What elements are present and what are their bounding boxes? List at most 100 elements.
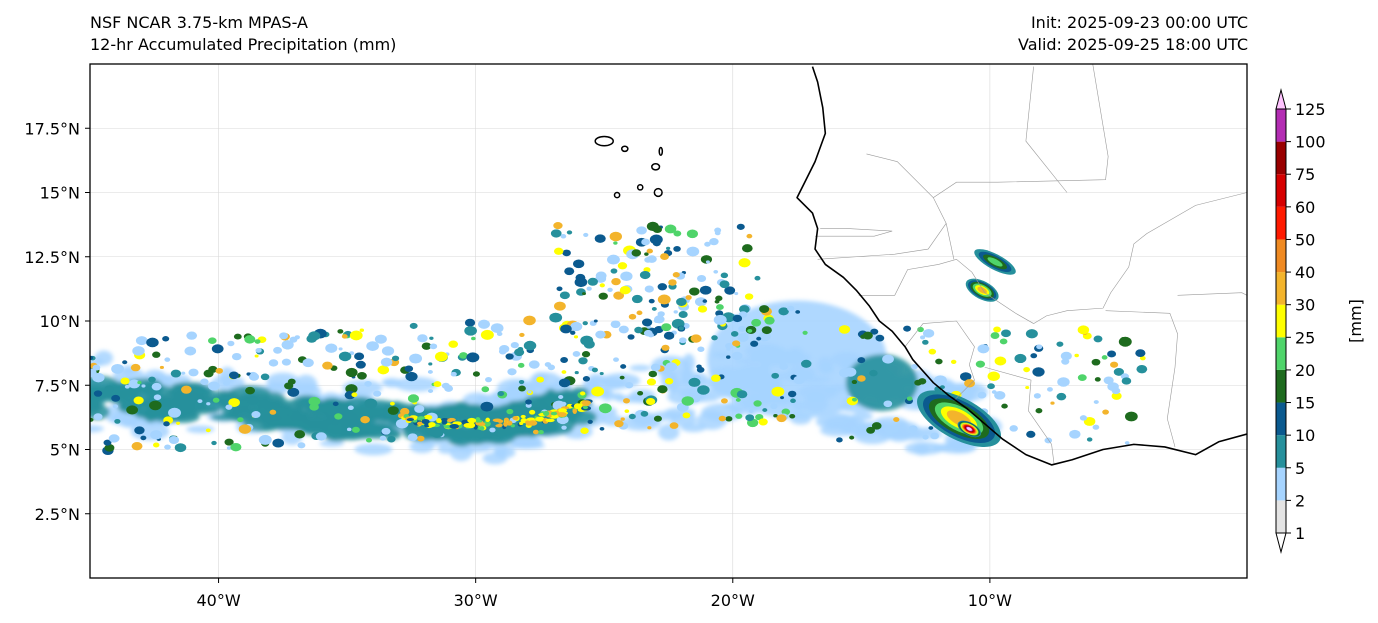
- squall-cell: [485, 417, 491, 423]
- valid-time: Valid: 2025-09-25 18:00 UTC: [1017, 35, 1248, 54]
- squall-cell: [581, 400, 592, 406]
- colorbar-segment: [1276, 337, 1286, 370]
- precip-cell: [212, 397, 220, 403]
- precip-cell: [625, 382, 634, 389]
- precip-cell: [730, 330, 739, 337]
- y-tick-label: 10°N: [40, 312, 80, 331]
- colorbar-tick-label: 60: [1295, 198, 1315, 217]
- precip-cell: [993, 326, 1001, 333]
- colorbar-tick-label: 40: [1295, 263, 1315, 282]
- precip-cell: [990, 332, 1000, 339]
- precip-cell: [556, 286, 563, 292]
- precip-cell: [430, 427, 444, 438]
- precip-cell: [255, 348, 262, 353]
- precip-cell: [464, 325, 477, 336]
- precip-cell: [529, 409, 536, 415]
- precip-cell: [713, 269, 719, 274]
- precip-band-cell: [340, 431, 378, 439]
- island: [658, 146, 664, 156]
- precip-cell: [583, 340, 595, 349]
- precip-cell: [279, 332, 289, 340]
- precip-cell: [553, 301, 566, 311]
- precip-cell: [294, 430, 306, 439]
- precip-cell: [215, 367, 223, 374]
- precip-cell: [351, 392, 358, 398]
- precip-cell: [741, 244, 753, 253]
- precip-cell: [114, 418, 121, 424]
- colorbar-over-arrow: [1275, 88, 1287, 110]
- precip-cell: [364, 398, 378, 409]
- precip-cell: [1077, 325, 1090, 335]
- precip-max-contour: [977, 286, 987, 294]
- precip-cell: [745, 414, 755, 422]
- precip-cell: [162, 336, 170, 342]
- precip-cell: [334, 413, 343, 420]
- precip-cell: [1111, 387, 1121, 395]
- precip-cell: [587, 277, 598, 286]
- model-name: NSF NCAR 3.75-km MPAS-A: [90, 13, 308, 32]
- precip-cell: [281, 340, 294, 350]
- precip-cell: [928, 426, 934, 430]
- colorbar-segment: [1276, 141, 1286, 175]
- precip-band-cell: [464, 430, 488, 445]
- y-tick-label: 17.5°N: [24, 119, 80, 138]
- precip-cell: [471, 336, 476, 341]
- precip-cell: [560, 356, 569, 363]
- precip-cell: [574, 277, 588, 288]
- precip-cell: [779, 363, 789, 370]
- precip-cell: [346, 427, 352, 432]
- precip-cell: [228, 371, 239, 380]
- country-border: [945, 223, 955, 260]
- colorbar-segment: [1276, 239, 1286, 273]
- precip-cell: [928, 348, 937, 355]
- precip-cell: [297, 442, 306, 449]
- precip-cell: [624, 409, 630, 413]
- precip-cell: [964, 379, 975, 388]
- precip-cell: [1091, 358, 1101, 366]
- precip-cell: [673, 310, 678, 314]
- precip-band-cell: [338, 405, 374, 418]
- precip-band-cell: [851, 412, 873, 421]
- squall-cell: [520, 414, 526, 419]
- precip-cell: [738, 325, 747, 332]
- precip-cell: [666, 246, 671, 250]
- precip-cell: [553, 222, 563, 230]
- precip-cell: [90, 417, 94, 422]
- precip-cell: [579, 391, 586, 396]
- colorbar-segment: [1276, 206, 1286, 240]
- precip-cell: [497, 391, 505, 397]
- precip-cell: [428, 362, 433, 366]
- precip-cell: [673, 230, 682, 237]
- squall-cell: [475, 419, 483, 423]
- colorbar-segment: [1276, 174, 1286, 207]
- precip-cell: [1025, 329, 1038, 339]
- precip-cell: [366, 341, 379, 351]
- precip-cell: [224, 438, 234, 446]
- precip-cell: [287, 387, 300, 397]
- island: [651, 162, 661, 171]
- precip-cell: [718, 415, 726, 422]
- precip-cell: [225, 404, 233, 410]
- colorbar-segment: [1276, 402, 1286, 436]
- precip-cell: [582, 321, 588, 326]
- squall-cell: [476, 422, 486, 426]
- precip-cell: [1025, 386, 1030, 390]
- precip-cell: [619, 375, 625, 380]
- precip-cell: [652, 240, 661, 247]
- squall-cell: [428, 421, 436, 428]
- precip-cell: [518, 379, 525, 385]
- precip-cell: [714, 230, 721, 236]
- precip-cell: [134, 426, 145, 435]
- precip-cell: [523, 340, 537, 351]
- precip-cell: [705, 260, 710, 264]
- precip-cell: [152, 351, 161, 358]
- precip-cell: [272, 438, 285, 448]
- field-name: 12-hr Accumulated Precipitation (mm): [90, 35, 397, 54]
- precip-cell: [696, 366, 705, 373]
- squall-cell: [582, 405, 589, 410]
- precip-cell: [648, 370, 658, 378]
- precip-band-cell: [121, 421, 138, 428]
- precip-band-cell: [409, 440, 435, 454]
- precip-band-cell: [266, 381, 289, 396]
